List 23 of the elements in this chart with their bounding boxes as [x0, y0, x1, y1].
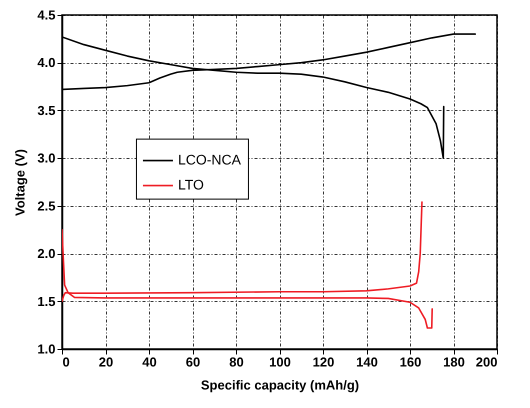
x-tick-label: 140	[356, 354, 378, 370]
x-tick-label: 180	[443, 354, 465, 370]
x-tick-label: 160	[400, 354, 422, 370]
y-tick-label: 1.0	[37, 342, 56, 356]
x-tick-label: 20	[98, 354, 114, 370]
y-tick-label: 3.5	[37, 102, 56, 118]
y-axis-title: Voltage (V)	[12, 149, 28, 216]
x-axis-title: Specific capacity (mAh/g)	[200, 378, 360, 392]
y-tick-label: 3.0	[37, 150, 56, 166]
x-tick-label: 60	[186, 354, 200, 370]
y-tick-label: 1.5	[37, 294, 56, 309]
x-tick-label: 0	[62, 354, 70, 370]
x-tick-label: 80	[229, 354, 244, 370]
x-tick-label: 200	[476, 354, 498, 370]
y-tick-label: 4.5	[37, 8, 56, 22]
y-tick-label: 4.0	[37, 55, 56, 70]
legend-label: LCO-NCA	[178, 152, 242, 168]
x-tick-label: 100	[269, 354, 291, 370]
y-tick-label: 2.5	[37, 198, 56, 214]
x-tick-label: 120	[312, 354, 334, 370]
legend-label: LTO	[178, 176, 204, 193]
x-tick-label: 40	[142, 354, 157, 370]
y-tick-label: 2.0	[37, 246, 56, 262]
